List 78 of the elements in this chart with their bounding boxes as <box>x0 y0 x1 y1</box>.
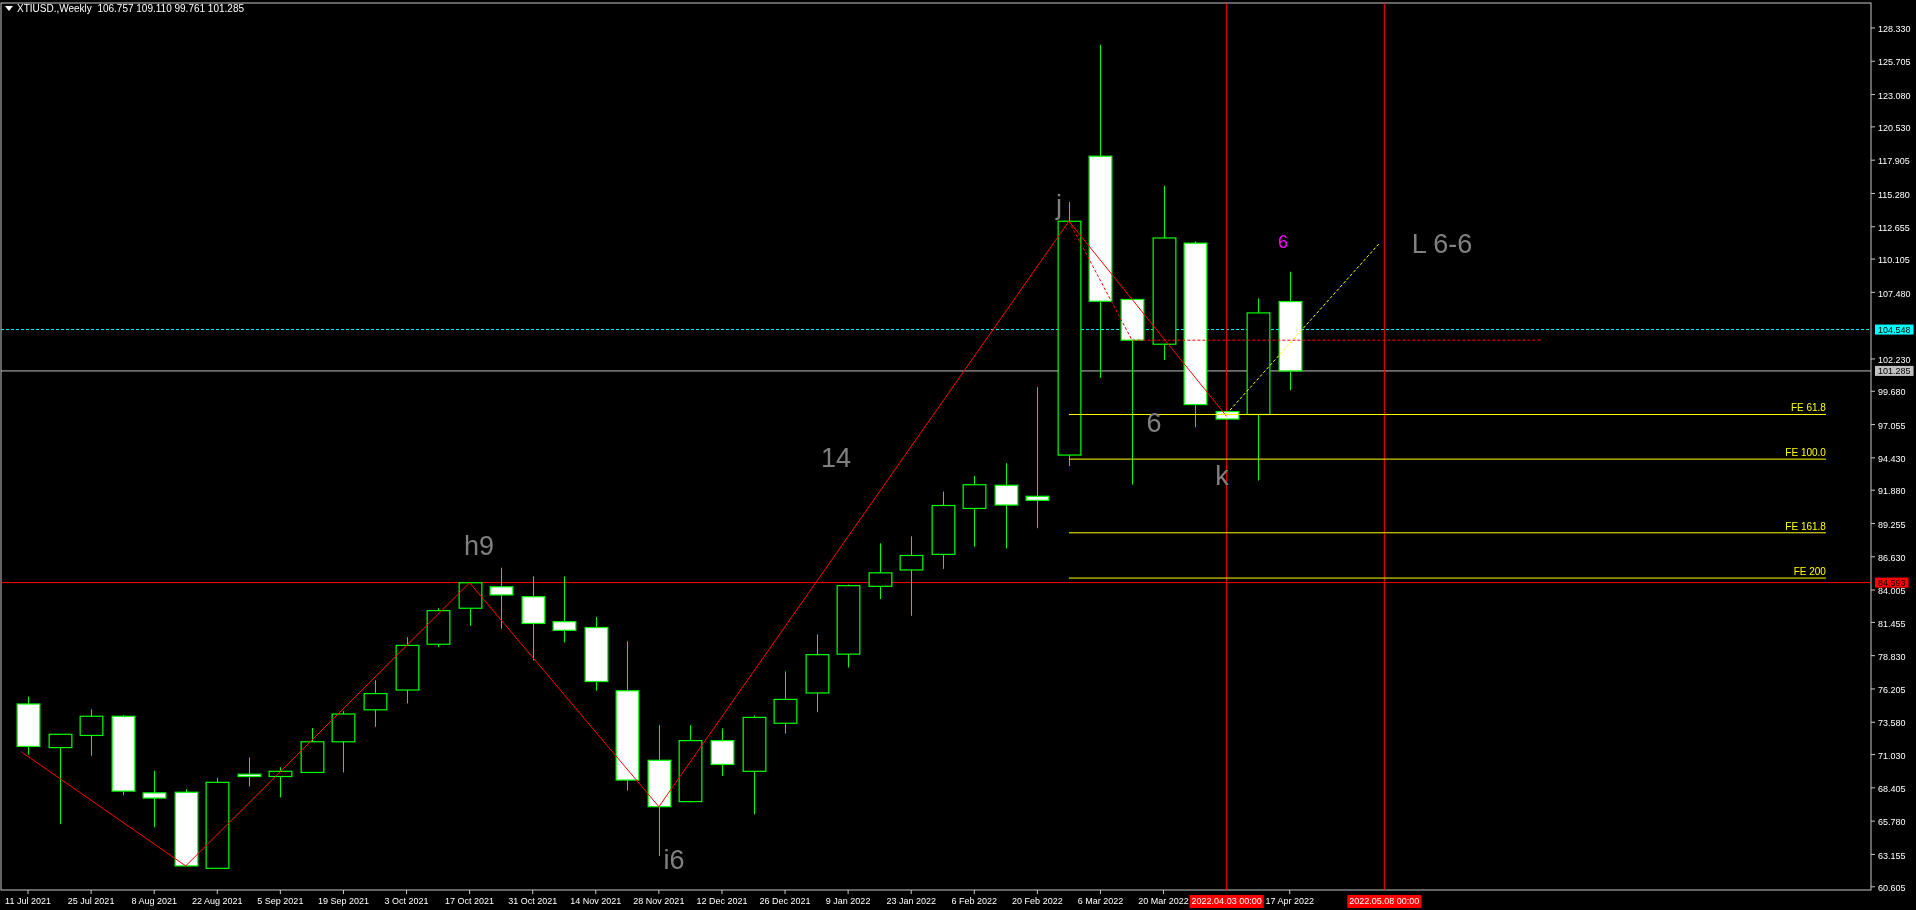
candlestick <box>489 567 514 630</box>
candlestick <box>48 733 73 825</box>
x-tick-label: 12 Dec 2021 <box>696 896 748 906</box>
y-tick-label: 128.330 <box>1878 24 1911 35</box>
candlestick <box>79 708 104 757</box>
candlestick <box>710 727 735 777</box>
y-tick-label: 65.780 <box>1878 817 1906 828</box>
candlestick <box>268 766 293 798</box>
y-tick-label: 99.680 <box>1878 387 1906 398</box>
y-tick-label: 120.530 <box>1878 123 1911 134</box>
ref-line-label: 84.593 <box>1878 578 1906 589</box>
y-tick-label: 102.230 <box>1878 355 1911 366</box>
annotation: i6 <box>663 845 685 876</box>
y-tick-label: 115.280 <box>1878 189 1910 200</box>
x-tick-label: 5 Sep 2021 <box>257 896 304 906</box>
y-tick-label: 78.830 <box>1878 651 1906 662</box>
y-tick-label: 110.105 <box>1878 255 1910 266</box>
candlestick <box>994 462 1019 550</box>
y-tick-label: 73.580 <box>1878 718 1906 729</box>
x-tick-label: 3 Oct 2021 <box>384 896 429 906</box>
candlestick <box>363 679 388 728</box>
x-tick-label: 25 Jul 2021 <box>67 896 115 906</box>
x-tick-label: 6 Mar 2022 <box>1077 896 1124 906</box>
ref-line-label: 2022.05.08 00:00 <box>1349 896 1420 906</box>
y-tick-label: 76.205 <box>1878 685 1906 696</box>
y-tick-label: 125.705 <box>1878 57 1911 68</box>
x-tick-label: 9 Jan 2022 <box>825 896 871 906</box>
series-label: FE 161.8 <box>1785 520 1827 532</box>
y-tick-label: 60.605 <box>1878 882 1906 893</box>
candlestick <box>962 475 987 548</box>
x-tick-label: 6 Feb 2022 <box>951 896 998 906</box>
candlestick <box>1025 386 1050 529</box>
y-tick-label: 91.880 <box>1878 486 1906 497</box>
x-tick-label: 17 Oct 2021 <box>445 896 495 906</box>
y-tick-label: 71.030 <box>1878 750 1906 761</box>
y-tick-label: 81.455 <box>1878 618 1906 629</box>
annotation: h9 <box>463 531 495 562</box>
y-tick-label: 89.255 <box>1878 519 1906 530</box>
x-tick-label: 26 Dec 2021 <box>759 896 811 906</box>
y-tick-label: 94.430 <box>1878 454 1906 464</box>
x-tick-label: 22 Aug 2021 <box>192 896 243 906</box>
ref-line-label: 2022.04.03 00:00 <box>1191 896 1262 906</box>
y-tick-label: 112.655 <box>1878 222 1910 233</box>
x-tick-label: 14 Nov 2021 <box>570 896 622 906</box>
annotation: L 6-6 <box>1411 229 1473 260</box>
y-tick-label: 97.055 <box>1878 420 1906 431</box>
candlestick <box>237 756 262 787</box>
x-tick-label: 20 Feb 2022 <box>1012 896 1063 906</box>
y-tick-label: 84.005 <box>1878 586 1906 597</box>
candlestick <box>552 575 577 643</box>
y-tick-label: 107.480 <box>1878 288 1911 299</box>
annotation: j <box>1055 190 1062 221</box>
x-tick-label: 11 Jul 2021 <box>5 896 51 906</box>
x-tick-label: 20 Mar 2022 <box>1138 896 1189 906</box>
y-tick-label: 86.630 <box>1878 552 1906 563</box>
y-tick-label: 63.155 <box>1878 850 1906 861</box>
x-tick-label: 17 Apr 2022 <box>1265 896 1314 906</box>
x-tick-label: 31 Oct 2021 <box>508 896 558 906</box>
series-label: FE 100.0 <box>1785 447 1827 459</box>
annotation: 14 <box>820 443 852 474</box>
candlestick <box>142 770 167 828</box>
y-tick-label: 68.405 <box>1878 784 1906 795</box>
x-tick-label: 8 Aug 2021 <box>131 896 177 906</box>
y-tick-label: 117.905 <box>1878 156 1910 167</box>
x-tick-label: 23 Jan 2022 <box>886 896 936 906</box>
y-tick-label: 123.080 <box>1878 90 1911 101</box>
candlestick <box>773 671 798 735</box>
series-label: FE 61.8 <box>1790 402 1827 414</box>
annotation: 6 <box>1146 408 1162 439</box>
candlestick <box>868 542 893 600</box>
annotation: 6 <box>1277 232 1289 253</box>
series-label: FE 200 <box>1793 566 1827 578</box>
chart-title: XTIUSD.,Weekly 106.757 109.110 99.761 101.285 <box>17 3 245 14</box>
ref-line-label: 104.548 <box>1878 325 1911 336</box>
ref-line-label: 101.285 <box>1878 366 1911 377</box>
x-tick-label: 19 Sep 2021 <box>317 896 369 906</box>
x-tick-label: 28 Nov 2021 <box>633 896 685 906</box>
candlestick <box>899 535 924 617</box>
